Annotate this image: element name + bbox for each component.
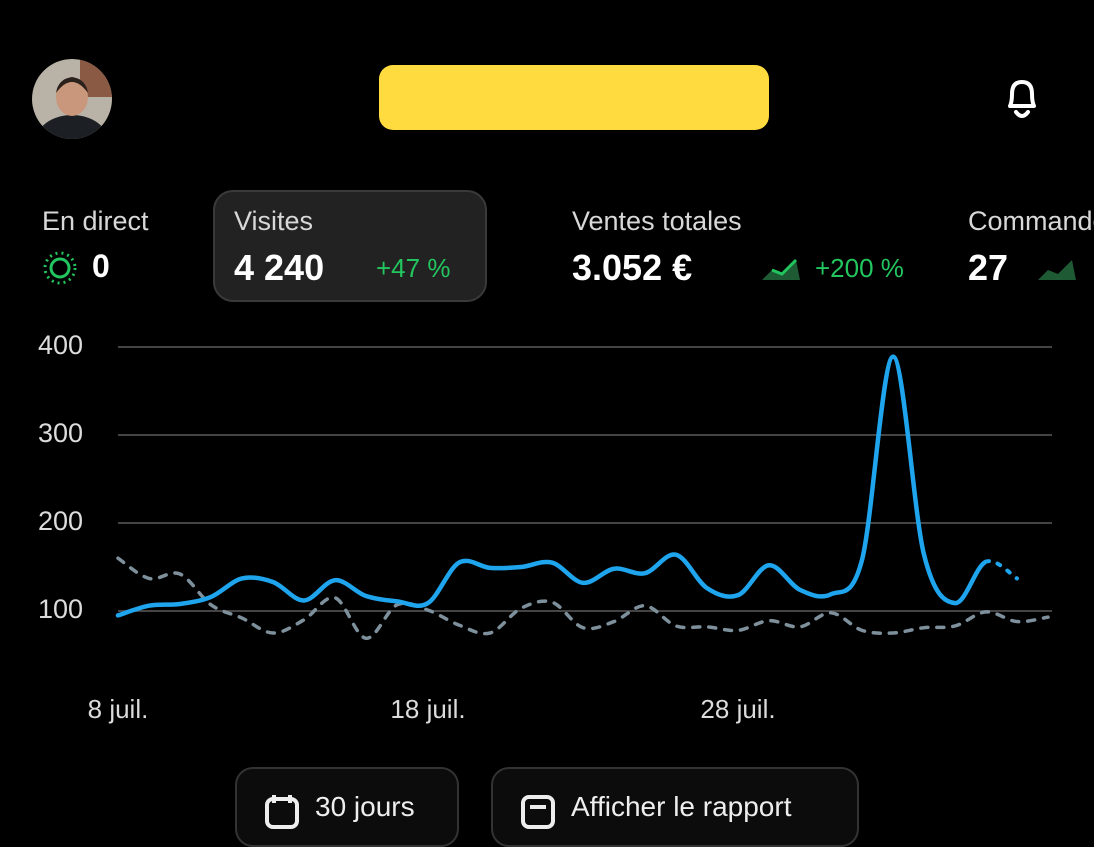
button-label: Afficher le rapport xyxy=(571,791,792,822)
stat-label: En direct xyxy=(42,206,149,236)
stat-value: 4 240 xyxy=(234,247,325,288)
x-tick-label: 28 juil. xyxy=(700,694,775,724)
stat-label: Commandes xyxy=(968,206,1094,236)
stat-card-selected[interactable] xyxy=(213,190,487,302)
live-icon xyxy=(43,251,77,285)
stat-clip: Commandes 27 xyxy=(968,200,1094,300)
period-button[interactable]: 30 jours xyxy=(235,767,459,847)
notification-bell[interactable] xyxy=(996,72,1048,124)
x-tick-label: 8 juil. xyxy=(88,694,149,724)
stat-value: 3.052 € xyxy=(572,247,693,288)
stat-label: Ventes totales xyxy=(572,206,742,236)
line-chart: 100 200 300 400 8 juil. 18 juil. 28 juil. xyxy=(38,330,1052,724)
stat-value: 0 xyxy=(92,248,110,284)
avatar[interactable] xyxy=(30,57,114,141)
trend-icon xyxy=(1038,260,1076,280)
stat-change: +47 % xyxy=(376,253,451,283)
calendar-icon xyxy=(265,795,299,829)
y-tick-label: 400 xyxy=(38,330,83,360)
y-tick-label: 100 xyxy=(38,594,83,624)
stat-value: 27 xyxy=(968,247,1009,288)
y-tick-label: 300 xyxy=(38,418,83,448)
redacted-title xyxy=(379,65,769,130)
comparison-line xyxy=(116,556,1050,641)
stat-label: Visites xyxy=(234,206,314,236)
x-tick-label: 18 juil. xyxy=(390,694,465,724)
report-button[interactable]: Afficher le rapport xyxy=(491,767,859,847)
stat-change: +200 % xyxy=(815,253,904,283)
app-screen: En direct 0 Visites 4 240 +47 % Ventes t… xyxy=(30,57,1094,847)
y-tick-label: 200 xyxy=(38,506,83,536)
report-icon xyxy=(521,795,555,829)
trend-icon xyxy=(762,258,800,280)
visits-line xyxy=(115,354,986,618)
button-label: 30 jours xyxy=(315,791,415,822)
